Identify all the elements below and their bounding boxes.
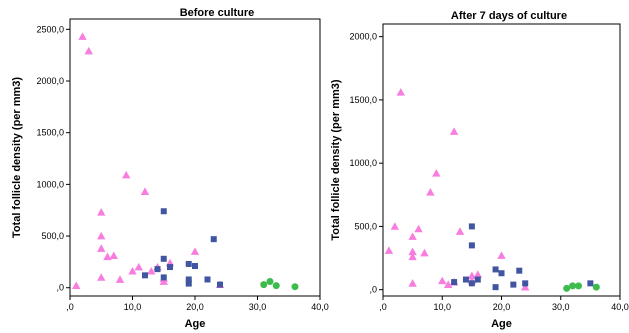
panel1-triangle-point [84, 46, 93, 55]
panel2-triangle-point [497, 251, 506, 259]
panel1-x-tick-label: 30,0 [249, 302, 267, 312]
panel1-square-point [210, 236, 217, 243]
panel1-square-point [192, 263, 198, 270]
panel2-square-point [474, 276, 481, 283]
panel1-x-tick-label: 40,0 [311, 302, 329, 312]
panel2-triangle-point [408, 252, 417, 261]
panel1-y-tick-label: 1500,0 [36, 128, 64, 138]
panel2-square-point [510, 281, 517, 288]
panel1-y-tick-label: ,0 [56, 283, 64, 293]
panel1-triangle-point [109, 251, 118, 260]
panel1-triangle-point [72, 281, 81, 290]
panel2-plot: After 7 days of culture Age Total follicle… [330, 10, 629, 330]
panel2-triangle-point [408, 232, 417, 240]
panel1-circle-point [260, 281, 268, 289]
panel2-square-point [451, 279, 458, 286]
panel1-square-point [217, 281, 223, 288]
panel2-square-point [468, 280, 475, 287]
panel1-x-axis-label: Age [185, 318, 206, 330]
panel1-triangle-point [97, 273, 106, 281]
panel2-x-tick-label: 30,0 [552, 302, 570, 312]
panel1-square-point [154, 266, 161, 273]
panel1-square-point [160, 274, 167, 281]
panel2-circle-point [592, 283, 600, 291]
panel2-square-point [516, 267, 523, 274]
panel2-title: After 7 days of culture [451, 10, 567, 22]
panel2-square-point [498, 270, 505, 277]
panel2-triangle-point [438, 276, 447, 285]
panel1-x-tick-label: 20,0 [186, 302, 204, 312]
panel1-triangle-point [140, 187, 150, 195]
panel2-x-tick-label: 10,0 [433, 302, 451, 312]
panel1-triangle-point [115, 275, 125, 283]
panel2-square-point [468, 242, 475, 249]
panel1-y-axis-label: Total follicle density (per mm3) [11, 77, 23, 238]
panel1-triangle-point [97, 208, 106, 216]
panel2-triangle-point [449, 127, 459, 135]
panel2-triangle-point [443, 280, 453, 288]
panel2-triangle-point [414, 224, 423, 233]
panel1-square-point [160, 208, 167, 215]
panel1-triangle-point [97, 231, 106, 240]
panel1-title: Before culture [180, 7, 255, 19]
panel1-y-tick-label: 2500,0 [36, 24, 64, 34]
panel2-triangle-point [408, 247, 417, 256]
panel1-square-point [160, 255, 167, 262]
panel2-triangle-point [432, 169, 441, 177]
panel2-x-axis-label: Age [491, 318, 512, 330]
panel2-x-tick-label: 40,0 [611, 302, 629, 312]
panel1-square-point [185, 280, 192, 287]
panel2-circle-point [575, 282, 583, 290]
panel1-triangle-point [147, 266, 156, 275]
panel2-square-point [492, 284, 499, 291]
panel2-triangle-point [426, 188, 435, 196]
panel2-circle-point [563, 284, 571, 292]
panel1-triangle-point [159, 277, 168, 285]
panel2-y-tick-label: 1000,0 [349, 158, 377, 168]
panel2-square-point [468, 223, 475, 230]
panel1-square-point [167, 264, 173, 271]
panel2-square-point [587, 280, 594, 287]
panel2-x-tick-label: ,0 [379, 302, 387, 312]
panel1-square-point [204, 276, 211, 283]
panel2-triangle-point [420, 248, 429, 257]
panel1-square-point [142, 272, 148, 279]
panel1-triangle-point [122, 170, 131, 179]
panel1-square-point [185, 276, 192, 283]
panel2-triangle-point [455, 227, 465, 235]
panel1-y-tick-label: 1000,0 [36, 179, 64, 189]
panel1-circle-point [272, 282, 280, 290]
panel2-square-point [462, 276, 469, 283]
panel2-triangle-point [473, 270, 482, 278]
panel2-y-tick-label: 1500,0 [349, 95, 377, 105]
panel1-x-tick-label: 10,0 [124, 302, 142, 312]
panel1-triangle-point [97, 244, 106, 252]
panel1-circle-point [266, 278, 274, 286]
panel2-x-tick-label: 20,0 [493, 302, 511, 312]
panel2-y-axis-label: Total follicle density (per mm3) [330, 79, 342, 240]
panel1-y-tick-label: 2000,0 [36, 76, 64, 86]
panel1-square-point [185, 260, 192, 267]
panel1-triangle-point [134, 262, 143, 271]
panel1-triangle-point [103, 252, 112, 261]
panel1-triangle-point [190, 247, 200, 255]
panel2-square-point [522, 280, 529, 287]
panel2-triangle-point [390, 222, 400, 230]
panel1-triangle-point [78, 32, 87, 40]
panel2-y-tick-label: ,0 [369, 285, 377, 295]
panel2-y-tick-label: 500,0 [354, 221, 377, 231]
panel2-triangle-point [396, 88, 405, 96]
panel1-x-tick-label: ,0 [66, 302, 74, 312]
panel2-circle-point [569, 282, 577, 290]
panel2-y-tick-label: 2000,0 [349, 32, 377, 42]
panel2-triangle-point [408, 279, 417, 287]
panel2-triangle-point [521, 282, 530, 291]
panel1-plot: Before culture Age Total follicle density … [11, 7, 329, 330]
panel2-square-point [492, 266, 499, 273]
panel1-triangle-point [128, 266, 137, 275]
panel1-y-tick-label: 500,0 [41, 231, 64, 241]
panel2-triangle-point [384, 246, 394, 254]
panel1-circle-point [291, 283, 299, 291]
